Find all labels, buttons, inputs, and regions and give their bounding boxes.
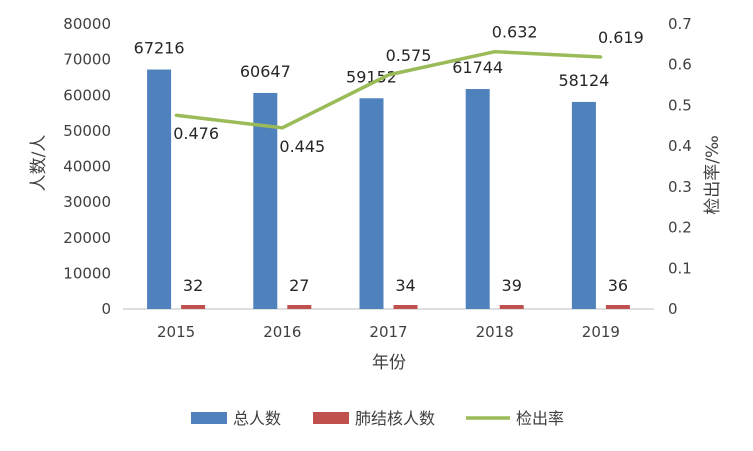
plot-area: 67216 60647 59152 61744 58124 32 27 34 39 36 0.476… bbox=[123, 23, 654, 310]
legend-label: 肺结核人数 bbox=[355, 409, 435, 428]
y-tick-label: 80000 bbox=[63, 15, 111, 33]
line-data-label: 0.632 bbox=[492, 23, 538, 42]
bar-total-2018 bbox=[465, 89, 490, 309]
bar-tb-2019 bbox=[605, 305, 630, 309]
x-axis-title: 年份 bbox=[372, 353, 406, 373]
data-label: 32 bbox=[183, 276, 203, 295]
data-label: 58124 bbox=[558, 71, 609, 90]
line-point bbox=[280, 126, 284, 130]
data-label: 39 bbox=[502, 276, 522, 295]
line-point bbox=[387, 73, 390, 77]
y-tick-label: 60000 bbox=[63, 86, 111, 104]
line-point bbox=[174, 113, 178, 117]
line-data-label: 0.445 bbox=[279, 137, 325, 156]
y2-axis-title: 检出率/‰ bbox=[703, 135, 723, 215]
x-tick-label: 2015 bbox=[157, 323, 195, 341]
x-tick-label: 2017 bbox=[369, 323, 407, 341]
data-label: 60647 bbox=[240, 62, 291, 81]
line-point bbox=[493, 50, 497, 54]
x-tick-label: 2018 bbox=[476, 323, 514, 341]
bar-total-2019 bbox=[571, 101, 596, 309]
bar-total-2016 bbox=[253, 92, 278, 309]
y-tick-label: 20000 bbox=[63, 229, 111, 247]
legend-swatch bbox=[191, 412, 227, 424]
y-axis-ticks: 0 10000 20000 30000 40000 50000 60000 70000 8000… bbox=[63, 15, 111, 318]
y2-tick-label: 0.5 bbox=[668, 96, 692, 114]
y2-tick-label: 0.7 bbox=[668, 15, 692, 33]
line-data-label: 0.476 bbox=[173, 124, 219, 143]
bar-total-2017 bbox=[359, 98, 384, 310]
legend-label: 总人数 bbox=[233, 409, 281, 428]
line-point bbox=[599, 55, 603, 59]
bar-tb-2016 bbox=[287, 305, 312, 309]
y2-axis-ticks: 0 0.1 0.2 0.3 0.4 0.5 0.6 0.7 bbox=[668, 15, 692, 318]
y2-tick-label: 0.1 bbox=[668, 259, 692, 277]
bar-tb-2017 bbox=[393, 305, 418, 309]
data-label: 36 bbox=[608, 276, 628, 295]
data-label: 27 bbox=[289, 276, 309, 295]
y-tick-label: 50000 bbox=[63, 122, 111, 140]
x-tick-label: 2019 bbox=[582, 323, 620, 341]
bar-tb-2018 bbox=[499, 305, 524, 309]
y2-tick-label: 0 bbox=[668, 300, 678, 318]
y2-tick-label: 0.6 bbox=[668, 56, 692, 74]
legend: 总人数 肺结核人数 检出率 bbox=[191, 409, 564, 428]
y-tick-label: 30000 bbox=[63, 193, 111, 211]
y-tick-label: 40000 bbox=[63, 158, 111, 176]
x-tick-label: 2016 bbox=[263, 323, 301, 341]
data-label: 61744 bbox=[452, 58, 503, 77]
bar-tb-2015 bbox=[181, 305, 206, 309]
y2-tick-label: 0.3 bbox=[668, 178, 692, 196]
y-tick-label: 70000 bbox=[63, 51, 111, 69]
y-tick-label: 0 bbox=[101, 300, 111, 318]
y-axis-title: 人数/人 bbox=[29, 135, 49, 192]
x-axis-ticks: 2015 2016 2017 2018 2019 bbox=[157, 323, 620, 341]
y2-tick-label: 0.4 bbox=[668, 137, 692, 155]
legend-swatch bbox=[313, 412, 349, 424]
y2-tick-label: 0.2 bbox=[668, 219, 692, 237]
y-tick-label: 10000 bbox=[63, 264, 111, 282]
legend-label: 检出率 bbox=[516, 409, 564, 428]
bar-total-2015 bbox=[147, 69, 172, 309]
data-label: 59152 bbox=[346, 67, 397, 86]
data-label: 67216 bbox=[134, 39, 185, 58]
line-data-label: 0.619 bbox=[598, 28, 644, 47]
line-data-label: 0.575 bbox=[386, 46, 432, 65]
data-label: 34 bbox=[395, 276, 415, 295]
